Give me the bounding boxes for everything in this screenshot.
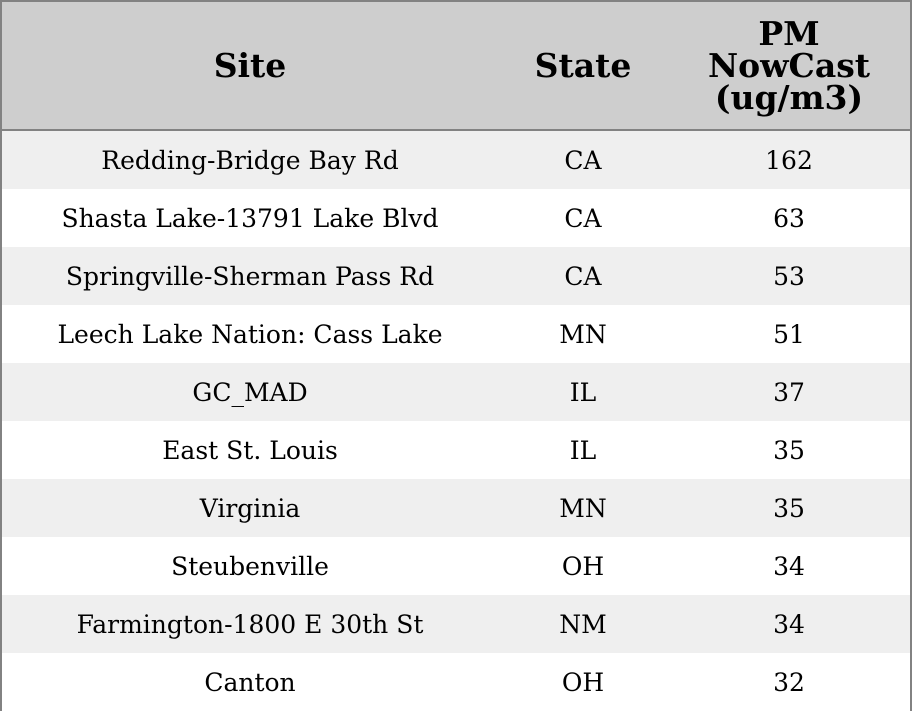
- cell-pm-nowcast: 34: [668, 537, 910, 595]
- cell-state: IL: [498, 363, 668, 421]
- table-row: Shasta Lake-13791 Lake Blvd CA 63: [2, 189, 910, 247]
- cell-state: CA: [498, 247, 668, 305]
- cell-site: GC_MAD: [2, 363, 498, 421]
- cell-pm-nowcast: 51: [668, 305, 910, 363]
- table-row: GC_MAD IL 37: [2, 363, 910, 421]
- cell-pm-nowcast: 162: [668, 130, 910, 189]
- cell-site: Steubenville: [2, 537, 498, 595]
- cell-site: Farmington-1800 E 30th St: [2, 595, 498, 653]
- table-row: East St. Louis IL 35: [2, 421, 910, 479]
- table-row: Virginia MN 35: [2, 479, 910, 537]
- table-row: Springville-Sherman Pass Rd CA 53: [2, 247, 910, 305]
- cell-site: Leech Lake Nation: Cass Lake: [2, 305, 498, 363]
- cell-site: East St. Louis: [2, 421, 498, 479]
- cell-state: MN: [498, 479, 668, 537]
- cell-pm-nowcast: 35: [668, 421, 910, 479]
- cell-site: Shasta Lake-13791 Lake Blvd: [2, 189, 498, 247]
- table-row: Redding-Bridge Bay Rd CA 162: [2, 130, 910, 189]
- table-row: Steubenville OH 34: [2, 537, 910, 595]
- cell-pm-nowcast: 37: [668, 363, 910, 421]
- table-row: Farmington-1800 E 30th St NM 34: [2, 595, 910, 653]
- cell-state: OH: [498, 653, 668, 711]
- table-row: Canton OH 32: [2, 653, 910, 711]
- cell-state: MN: [498, 305, 668, 363]
- column-header-site: Site: [2, 2, 498, 131]
- cell-pm-nowcast: 35: [668, 479, 910, 537]
- cell-pm-nowcast: 53: [668, 247, 910, 305]
- cell-site: Redding-Bridge Bay Rd: [2, 130, 498, 189]
- column-header-state: State: [498, 2, 668, 131]
- cell-site: Springville-Sherman Pass Rd: [2, 247, 498, 305]
- cell-site: Virginia: [2, 479, 498, 537]
- table-body: Redding-Bridge Bay Rd CA 162 Shasta Lake-13…: [2, 130, 910, 711]
- column-header-pm-nowcast: PM NowCast (ug/m3): [668, 2, 910, 131]
- table-header: Site State PM NowCast (ug/m3): [2, 2, 910, 131]
- header-row: Site State PM NowCast (ug/m3): [2, 2, 910, 131]
- cell-state: CA: [498, 189, 668, 247]
- cell-state: CA: [498, 130, 668, 189]
- cell-pm-nowcast: 63: [668, 189, 910, 247]
- cell-site: Canton: [2, 653, 498, 711]
- cell-state: IL: [498, 421, 668, 479]
- table-row: Leech Lake Nation: Cass Lake MN 51: [2, 305, 910, 363]
- cell-pm-nowcast: 34: [668, 595, 910, 653]
- cell-pm-nowcast: 32: [668, 653, 910, 711]
- cell-state: NM: [498, 595, 668, 653]
- cell-state: OH: [498, 537, 668, 595]
